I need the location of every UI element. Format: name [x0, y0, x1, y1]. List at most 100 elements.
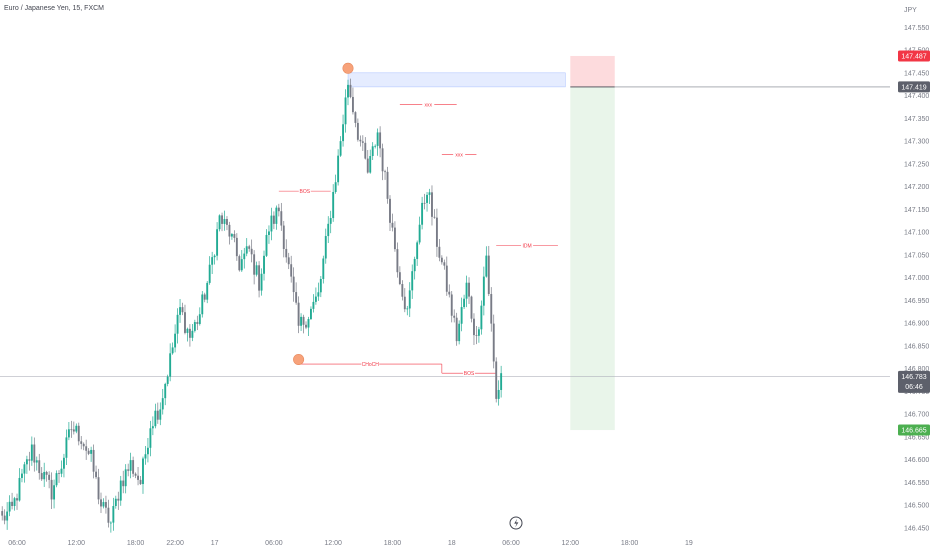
candle [169, 343, 172, 382]
candle [82, 442, 85, 451]
candle-body [203, 294, 206, 300]
candle [416, 240, 419, 266]
candle-body [35, 460, 38, 463]
candle [300, 313, 303, 331]
candle-body [327, 223, 330, 237]
y-tick-label: 146.650 [904, 434, 929, 441]
annotation-label-bg [422, 101, 435, 108]
entry-price-tag-text: 147.419 [901, 84, 926, 91]
candle [235, 233, 238, 261]
candle-body [463, 298, 466, 308]
candle [487, 245, 490, 297]
candle-body [50, 479, 53, 500]
target-price-tag-bg [898, 424, 930, 436]
candle-body [216, 229, 219, 256]
y-tick-label: 147.200 [904, 184, 929, 191]
candle [55, 470, 58, 488]
candle-body [238, 256, 241, 271]
y-tick-label: 146.700 [904, 412, 929, 419]
candle [193, 319, 196, 333]
candle [317, 282, 320, 301]
candle [310, 306, 312, 321]
candle-body [260, 273, 263, 291]
candle-body [25, 459, 28, 465]
x-tick-label: 19 [685, 540, 693, 547]
replay-icon[interactable] [509, 516, 523, 530]
candle-body [376, 132, 379, 146]
candle-body [275, 207, 278, 224]
annotation-label: IDM [522, 244, 531, 250]
candle [176, 308, 179, 344]
candle [248, 244, 251, 252]
candle [490, 287, 493, 332]
candle-body [129, 460, 132, 471]
annotation-bos: BOS [278, 188, 331, 195]
candle-body [30, 444, 33, 461]
candle-body [179, 307, 181, 315]
candle [90, 446, 93, 462]
annotation-label-bg [298, 188, 311, 195]
candle-body [406, 308, 409, 310]
candle-body [497, 389, 500, 399]
candle [77, 422, 80, 446]
candle [35, 456, 38, 471]
candle [361, 135, 364, 151]
candle [268, 225, 270, 244]
candle [233, 230, 236, 243]
candle-body [255, 265, 258, 275]
candle [40, 467, 43, 481]
candle [438, 238, 441, 262]
candle-body [398, 272, 401, 285]
swing-point-marker [293, 354, 305, 366]
candle [359, 135, 362, 147]
x-tick-label: 12:00 [68, 540, 86, 547]
candle [238, 254, 241, 272]
candle [389, 195, 391, 231]
candle [482, 266, 485, 316]
last-price-tag: 146.783 06:46 [898, 370, 930, 393]
candle-body [100, 499, 102, 507]
candle [114, 495, 117, 509]
candle [356, 118, 359, 142]
candle [134, 472, 137, 479]
candle [396, 242, 399, 278]
candle [413, 256, 416, 280]
candle [196, 315, 199, 331]
candle [453, 309, 456, 323]
candle [403, 288, 406, 313]
candle [122, 470, 125, 494]
candle [186, 327, 189, 342]
candle [129, 452, 132, 479]
target-price-tag: 146.665 [898, 424, 930, 436]
candle-body [324, 236, 327, 259]
candle [63, 453, 65, 478]
price-axis-layer: 147.550147.500147.450147.400147.350147.3… [904, 25, 929, 533]
y-tick-label: 147.550 [904, 25, 929, 32]
candle-body [258, 265, 261, 291]
candle [305, 321, 307, 330]
candle [465, 275, 468, 308]
candle [398, 266, 401, 286]
candle-body [40, 473, 43, 480]
candle [480, 300, 483, 335]
candle-body [285, 248, 288, 258]
candle [1, 506, 4, 521]
candle-body [38, 460, 41, 474]
candle [181, 302, 184, 316]
candle-body [245, 246, 248, 254]
candle [364, 137, 367, 160]
candle [184, 304, 186, 335]
candle [166, 374, 169, 387]
candle [33, 437, 36, 472]
x-tick-label: 06:00 [8, 540, 26, 547]
x-tick-label: 17 [211, 540, 219, 547]
y-tick-label: 146.800 [904, 366, 929, 373]
candle-body [277, 207, 280, 212]
candle-body [317, 292, 320, 297]
candle-body [332, 191, 335, 219]
candle-body [16, 498, 18, 501]
candle-body [184, 312, 186, 333]
y-tick-label: 147.300 [904, 139, 929, 146]
